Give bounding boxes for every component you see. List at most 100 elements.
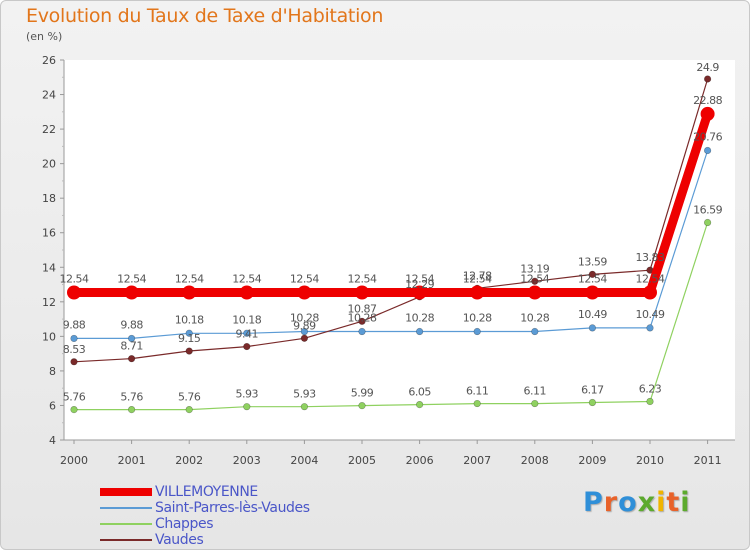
data-point <box>185 406 193 414</box>
data-label: 8.53 <box>63 343 86 356</box>
data-label: 10.28 <box>405 312 434 325</box>
data-label: 10.18 <box>232 313 261 326</box>
legend-swatch <box>100 539 152 541</box>
data-label: 13.83 <box>636 251 665 264</box>
y-tick-label: 18 <box>42 192 56 205</box>
data-label: 5.76 <box>120 391 143 404</box>
data-point <box>585 285 600 300</box>
data-point <box>128 406 136 414</box>
data-label: 16.59 <box>693 204 722 217</box>
proxiti-logo: Proxiti <box>583 487 691 518</box>
data-point <box>643 285 657 300</box>
data-point <box>243 329 251 337</box>
data-point <box>300 327 309 336</box>
x-tick-label: 2000 <box>60 454 88 467</box>
data-label: 12.54 <box>463 272 492 285</box>
data-point <box>470 285 485 300</box>
y-tick-label: 20 <box>42 158 56 171</box>
data-point <box>531 399 539 408</box>
data-label: 6.11 <box>524 385 547 398</box>
data-label: 12.78 <box>463 269 492 282</box>
legend-label: Vaudes <box>155 532 204 548</box>
data-point <box>588 398 597 407</box>
y-tick-label: 12 <box>42 296 56 309</box>
y-tick-label: 22 <box>42 123 56 136</box>
series-line <box>73 78 709 363</box>
data-point <box>182 285 197 300</box>
data-point <box>297 285 312 300</box>
data-label: 9.15 <box>178 332 201 345</box>
data-point <box>239 285 254 300</box>
plot-area <box>64 60 735 440</box>
data-point <box>67 285 81 300</box>
data-label: 6.23 <box>639 382 662 395</box>
chart-title: Evolution du Taux de Taxe d'Habitation <box>26 5 384 27</box>
data-point <box>300 334 309 342</box>
series-line <box>73 221 709 411</box>
y-tick-label: 8 <box>49 365 56 378</box>
data-label: 10.28 <box>520 312 549 325</box>
data-label: 22.88 <box>693 94 722 107</box>
data-point <box>588 270 597 278</box>
data-point <box>70 406 78 414</box>
data-point <box>185 347 193 355</box>
data-label: 12.54 <box>578 272 607 285</box>
y-tick-label: 6 <box>49 399 56 412</box>
legend-swatch <box>100 488 152 496</box>
data-point <box>416 327 424 336</box>
data-point <box>531 327 539 336</box>
legend-swatch <box>100 523 152 525</box>
data-label: 10.49 <box>578 308 607 321</box>
x-tick-label: 2007 <box>463 454 491 467</box>
data-label: 9.41 <box>236 328 259 341</box>
data-point <box>128 334 136 343</box>
data-point <box>703 218 712 227</box>
y-tick-label: 24 <box>42 89 56 102</box>
data-label: 5.76 <box>178 391 201 404</box>
y-tick-label: 14 <box>42 261 56 274</box>
data-label: 10.28 <box>290 312 319 325</box>
x-tick-label: 2009 <box>578 454 606 467</box>
data-point <box>473 327 481 336</box>
x-tick-label: 2006 <box>406 454 434 467</box>
data-label: 12.54 <box>175 272 204 285</box>
x-tick-label: 2005 <box>348 454 376 467</box>
x-tick-label: 2001 <box>118 454 146 467</box>
data-label: 12.54 <box>290 272 319 285</box>
y-tick-label: 4 <box>49 434 56 447</box>
y-tick-label: 10 <box>42 330 56 343</box>
data-label: 10.18 <box>175 313 204 326</box>
data-label: 12.54 <box>348 272 377 285</box>
series-line <box>69 109 713 297</box>
data-point <box>128 355 136 363</box>
data-point <box>124 285 139 300</box>
data-label: 5.93 <box>236 388 259 401</box>
data-label: 9.89 <box>293 319 316 332</box>
series-line <box>73 149 709 339</box>
data-label: 6.17 <box>581 384 604 397</box>
data-label: 13.59 <box>578 255 607 268</box>
data-point <box>588 324 597 332</box>
data-label: 10.49 <box>636 308 665 321</box>
data-point <box>416 400 424 409</box>
data-point <box>70 334 78 343</box>
data-label: 10.28 <box>463 312 492 325</box>
chart-subtitle: (en %) <box>26 30 63 43</box>
data-label: 12.54 <box>117 272 146 285</box>
data-point <box>355 285 369 300</box>
data-label: 10.28 <box>348 312 377 325</box>
legend-swatch <box>100 507 152 509</box>
data-label: 5.76 <box>63 391 86 404</box>
data-label: 20.76 <box>693 131 722 144</box>
data-label: 9.88 <box>63 318 86 331</box>
x-tick-label: 2008 <box>521 454 549 467</box>
x-tick-label: 2010 <box>636 454 664 467</box>
data-point <box>358 402 366 410</box>
data-point <box>703 75 712 83</box>
data-point <box>646 324 654 332</box>
data-label: 12.54 <box>60 272 89 285</box>
data-label: 8.71 <box>120 340 143 353</box>
data-point <box>703 146 712 155</box>
data-label: 13.19 <box>520 262 549 275</box>
